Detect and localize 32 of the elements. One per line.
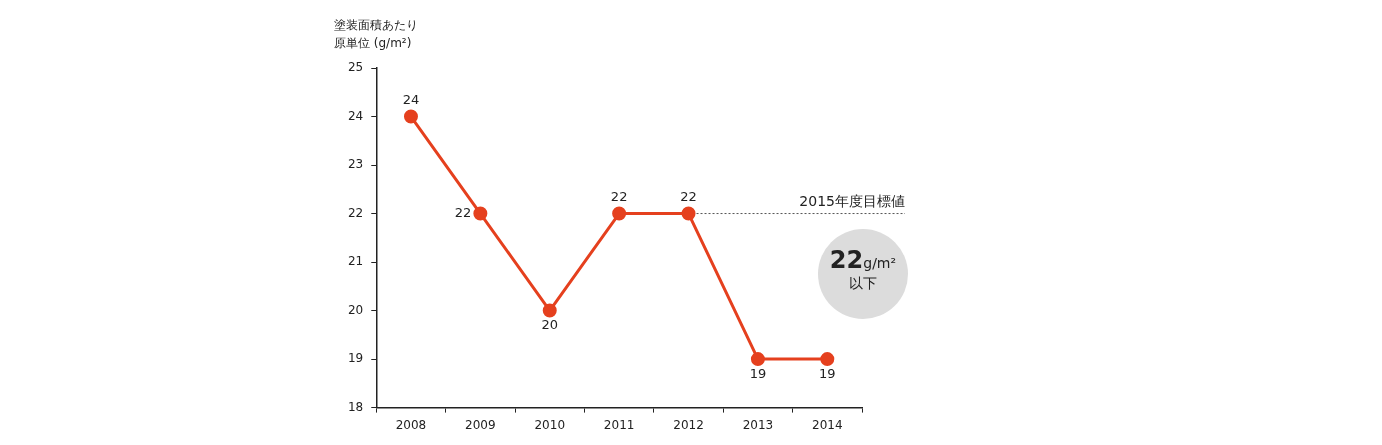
y-tick-label: 23 — [347, 157, 364, 172]
y-tick-label: 18 — [347, 399, 364, 414]
data-label: 22 — [454, 204, 472, 220]
data-label: 19 — [749, 365, 767, 381]
y-tick-label: 25 — [347, 60, 364, 75]
data-label: 22 — [610, 189, 628, 205]
point — [403, 109, 418, 124]
point — [750, 352, 765, 367]
data-label: 24 — [402, 92, 420, 108]
point — [820, 352, 835, 367]
point — [542, 303, 557, 318]
point — [681, 206, 696, 221]
y-tick-label: 19 — [347, 351, 364, 366]
y-axis-title: 塗装面積あたり原単位 (g/m²) — [334, 18, 418, 51]
x-tick-label: 2013 — [742, 417, 774, 432]
y-tick-label: 21 — [347, 254, 364, 269]
point — [473, 206, 488, 221]
y-tick-label: 22 — [347, 205, 364, 220]
x-tick-label: 2014 — [812, 417, 843, 432]
annotation: 22g/m² 以下 — [828, 246, 898, 293]
data-label: 22 — [680, 189, 697, 205]
point — [612, 206, 627, 221]
y-tick-label: 20 — [347, 302, 364, 317]
y-tick-label: 24 — [347, 108, 364, 123]
x-tick-label: 2010 — [534, 417, 566, 432]
x-tick-label: 2009 — [465, 417, 496, 432]
x-tick-label: 2008 — [395, 417, 427, 432]
x-tick-label: 2012 — [673, 417, 704, 432]
data-label: 20 — [541, 317, 559, 333]
data-label: 19 — [819, 365, 836, 381]
x-tick-label: 2011 — [603, 417, 635, 432]
ref-line-label: 2015年度目標値 — [799, 193, 905, 210]
